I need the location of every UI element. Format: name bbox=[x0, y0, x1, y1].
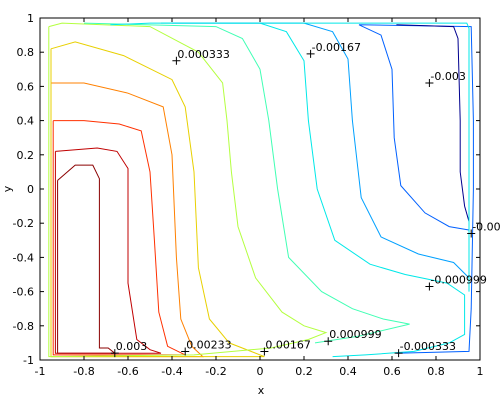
contour-line bbox=[52, 120, 186, 356]
x-tick-label: 0.4 bbox=[339, 365, 357, 378]
y-tick-label: -0.2 bbox=[13, 217, 34, 230]
x-tick-label: -0.2 bbox=[205, 365, 226, 378]
x-tick-label: -1 bbox=[35, 365, 46, 378]
y-tick-label: 0.2 bbox=[17, 149, 35, 162]
contour-line bbox=[50, 41, 265, 358]
contour-line bbox=[48, 22, 328, 358]
contour-line bbox=[83, 22, 410, 344]
x-tick-label: 0 bbox=[257, 365, 264, 378]
x-tick-label: 0.8 bbox=[427, 365, 445, 378]
contour-lines bbox=[48, 22, 474, 358]
y-tick-label: 1 bbox=[27, 12, 34, 25]
contour-label-marker bbox=[260, 347, 269, 356]
x-tick-label: -0.4 bbox=[161, 365, 182, 378]
contour-label: 0.000333 bbox=[177, 48, 230, 61]
contour-label-marker bbox=[467, 229, 476, 238]
y-tick-label: 0 bbox=[27, 183, 34, 196]
y-tick-label: -0.6 bbox=[13, 286, 34, 299]
x-tick-label: 1 bbox=[477, 365, 484, 378]
y-tick-label: -0.8 bbox=[13, 320, 34, 333]
contour-label: -0.003 bbox=[430, 70, 465, 83]
x-axis-label: x bbox=[258, 384, 265, 397]
contour-label: -0.00233 bbox=[472, 220, 501, 233]
contour-label: -0.00167 bbox=[312, 41, 361, 54]
y-axis-label: y bbox=[1, 185, 14, 192]
x-tick-label: -0.8 bbox=[73, 365, 94, 378]
x-axis-ticks: -1 -0.8 -0.6 -0.4 -0.2 0 0.2 0.4 0.6 0.8 1 bbox=[35, 18, 484, 378]
y-tick-label: 0.4 bbox=[17, 115, 35, 128]
contour-label-marker bbox=[425, 282, 434, 291]
contour-label-marker bbox=[425, 78, 434, 87]
contour-line bbox=[57, 164, 117, 354]
contour-label-marker bbox=[172, 56, 181, 65]
contour-label: 0.00233 bbox=[186, 338, 232, 351]
contour-line bbox=[396, 24, 470, 222]
contour-label: -0.000999 bbox=[430, 273, 486, 286]
contour-label: 0.00167 bbox=[265, 338, 311, 351]
contour-line bbox=[54, 147, 162, 354]
y-tick-label: -0.4 bbox=[13, 251, 34, 264]
y-axis-ticks: -1 -0.8 -0.6 -0.4 -0.2 0 0.2 0.4 0.6 0.8 1 bbox=[13, 12, 480, 367]
contour-label-marker bbox=[324, 337, 333, 346]
contour-label-marker bbox=[306, 49, 315, 58]
x-tick-label: 0.2 bbox=[295, 365, 313, 378]
x-tick-label: 0.6 bbox=[383, 365, 401, 378]
contour-line bbox=[161, 22, 470, 292]
y-tick-label: 0.8 bbox=[17, 46, 35, 59]
contour-label: -0.000333 bbox=[400, 340, 456, 353]
contour-line bbox=[110, 22, 466, 358]
contour-line bbox=[50, 82, 205, 358]
contour-label: 0.000999 bbox=[329, 328, 382, 341]
x-tick-label: -0.6 bbox=[117, 365, 138, 378]
contour-label-marker bbox=[181, 347, 190, 356]
contour-label-marker bbox=[110, 349, 119, 358]
contour-labels: 0.003 0.00233 0.00167 0.000999 0.000333 -0.00… bbox=[110, 41, 501, 358]
contour-line bbox=[172, 22, 470, 279]
y-tick-label: 0.6 bbox=[17, 80, 35, 93]
contour-line bbox=[358, 24, 474, 354]
y-tick-label: -1 bbox=[23, 354, 34, 367]
contour-label-marker bbox=[394, 349, 403, 358]
contour-label: 0.003 bbox=[116, 340, 148, 353]
